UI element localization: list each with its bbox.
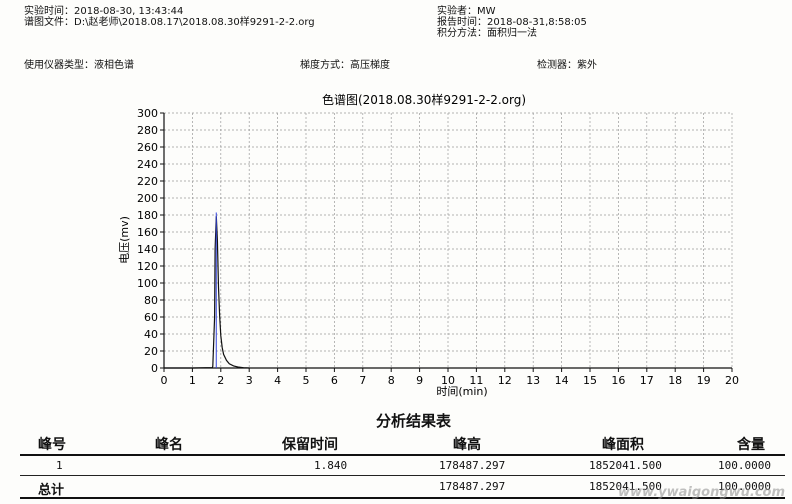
x-tick-label: 20	[725, 374, 739, 387]
x-axis-label: 时间(min)	[436, 385, 487, 398]
experimenter: 实验者：MW	[437, 6, 496, 17]
y-tick-label: 100	[137, 277, 158, 290]
col-peak-area: 峰面积	[602, 437, 644, 453]
x-tick-label: 17	[640, 374, 654, 387]
detector: 检测器：紫外	[537, 60, 597, 71]
y-tick-label: 300	[137, 107, 158, 120]
peak-no: 1	[56, 459, 63, 472]
y-axis-label: 电压(mv)	[118, 216, 131, 264]
x-tick-label: 9	[416, 374, 423, 387]
total-content: 100.0000	[718, 480, 771, 493]
y-tick-label: 120	[137, 260, 158, 273]
gradient-mode: 梯度方式：高压梯度	[300, 60, 390, 71]
peak-content: 100.0000	[718, 459, 771, 472]
col-peak-height: 峰高	[453, 437, 481, 453]
integration-method: 积分方法：面积归一法	[437, 28, 537, 39]
x-tick-label: 0	[161, 374, 168, 387]
col-peak-no: 峰号	[38, 437, 66, 453]
x-tick-label: 12	[498, 374, 512, 387]
x-tick-label: 14	[555, 374, 569, 387]
x-tick-label: 6	[331, 374, 338, 387]
x-tick-label: 2	[217, 374, 224, 387]
chromatogram-line	[164, 216, 250, 369]
x-tick-label: 4	[274, 374, 281, 387]
y-tick-label: 80	[144, 294, 158, 307]
chart-ticks: 0 1 2 3 4 5 6 7 8 9 10 11 12 13 14 15 16 17 18 19 2002040608…	[137, 107, 739, 387]
total-area: 1852041.500	[589, 480, 662, 493]
spectrum-file-path: 谱图文件：D:\赵老师\2018.08.17\2018.08.30样9291-2…	[24, 17, 315, 28]
chart-title: 色谱图(2018.08.30样9291-2-2.org)	[322, 92, 526, 107]
watermark: www.ywaigongwu.com	[618, 485, 786, 500]
y-tick-label: 0	[151, 362, 158, 375]
y-tick-label: 240	[137, 158, 158, 171]
retention-time: 1.840	[314, 459, 348, 472]
x-tick-label: 15	[583, 374, 597, 387]
x-tick-label: 8	[388, 374, 395, 387]
instrument-type: 使用仪器类型：液相色谱	[24, 60, 134, 71]
y-tick-label: 280	[137, 124, 158, 137]
x-tick-label: 7	[359, 374, 366, 387]
col-content: 含量	[737, 437, 765, 453]
y-tick-label: 180	[137, 209, 158, 222]
total-height: 178487.297	[439, 480, 506, 493]
table-row: 1 1.840 178487.297 1852041.500 100.0000	[20, 459, 785, 477]
x-tick-label: 11	[469, 374, 483, 387]
x-tick-label: 10	[441, 374, 455, 387]
total-row: 总计 178487.297 1852041.500 100.0000	[20, 480, 785, 498]
y-tick-label: 60	[144, 311, 158, 324]
peak-area: 1852041.500	[589, 459, 662, 472]
bottom-rule	[20, 497, 785, 499]
x-tick-label: 1	[189, 374, 196, 387]
y-tick-label: 160	[137, 226, 158, 239]
peak-height: 178487.297	[439, 459, 506, 472]
report-time: 报告时间：2018-08-31,8:58:05	[437, 17, 587, 28]
x-tick-label: 13	[526, 374, 540, 387]
y-tick-label: 260	[137, 141, 158, 154]
col-peak-name: 峰名	[155, 437, 183, 453]
y-tick-label: 220	[137, 175, 158, 188]
y-tick-label: 140	[137, 243, 158, 256]
x-tick-label: 5	[303, 374, 310, 387]
x-tick-label: 19	[697, 374, 711, 387]
results-title: 分析结果表	[376, 412, 452, 430]
y-tick-label: 200	[137, 192, 158, 205]
results-header-row: 峰号 峰名 保留时间 峰高 峰面积 含量	[20, 434, 785, 453]
x-tick-label: 16	[611, 374, 625, 387]
total-label: 总计	[38, 483, 65, 498]
row-rule	[20, 475, 785, 476]
col-retention-time: 保留时间	[282, 437, 338, 453]
chart-series	[164, 212, 250, 369]
x-tick-label: 3	[246, 374, 253, 387]
y-tick-label: 20	[144, 345, 158, 358]
y-tick-label: 40	[144, 328, 158, 341]
experiment-time: 实验时间：2018-08-30, 13:43:44	[24, 6, 184, 17]
chart-grid	[164, 112, 733, 368]
x-tick-label: 18	[668, 374, 682, 387]
header-rule	[20, 454, 785, 456]
